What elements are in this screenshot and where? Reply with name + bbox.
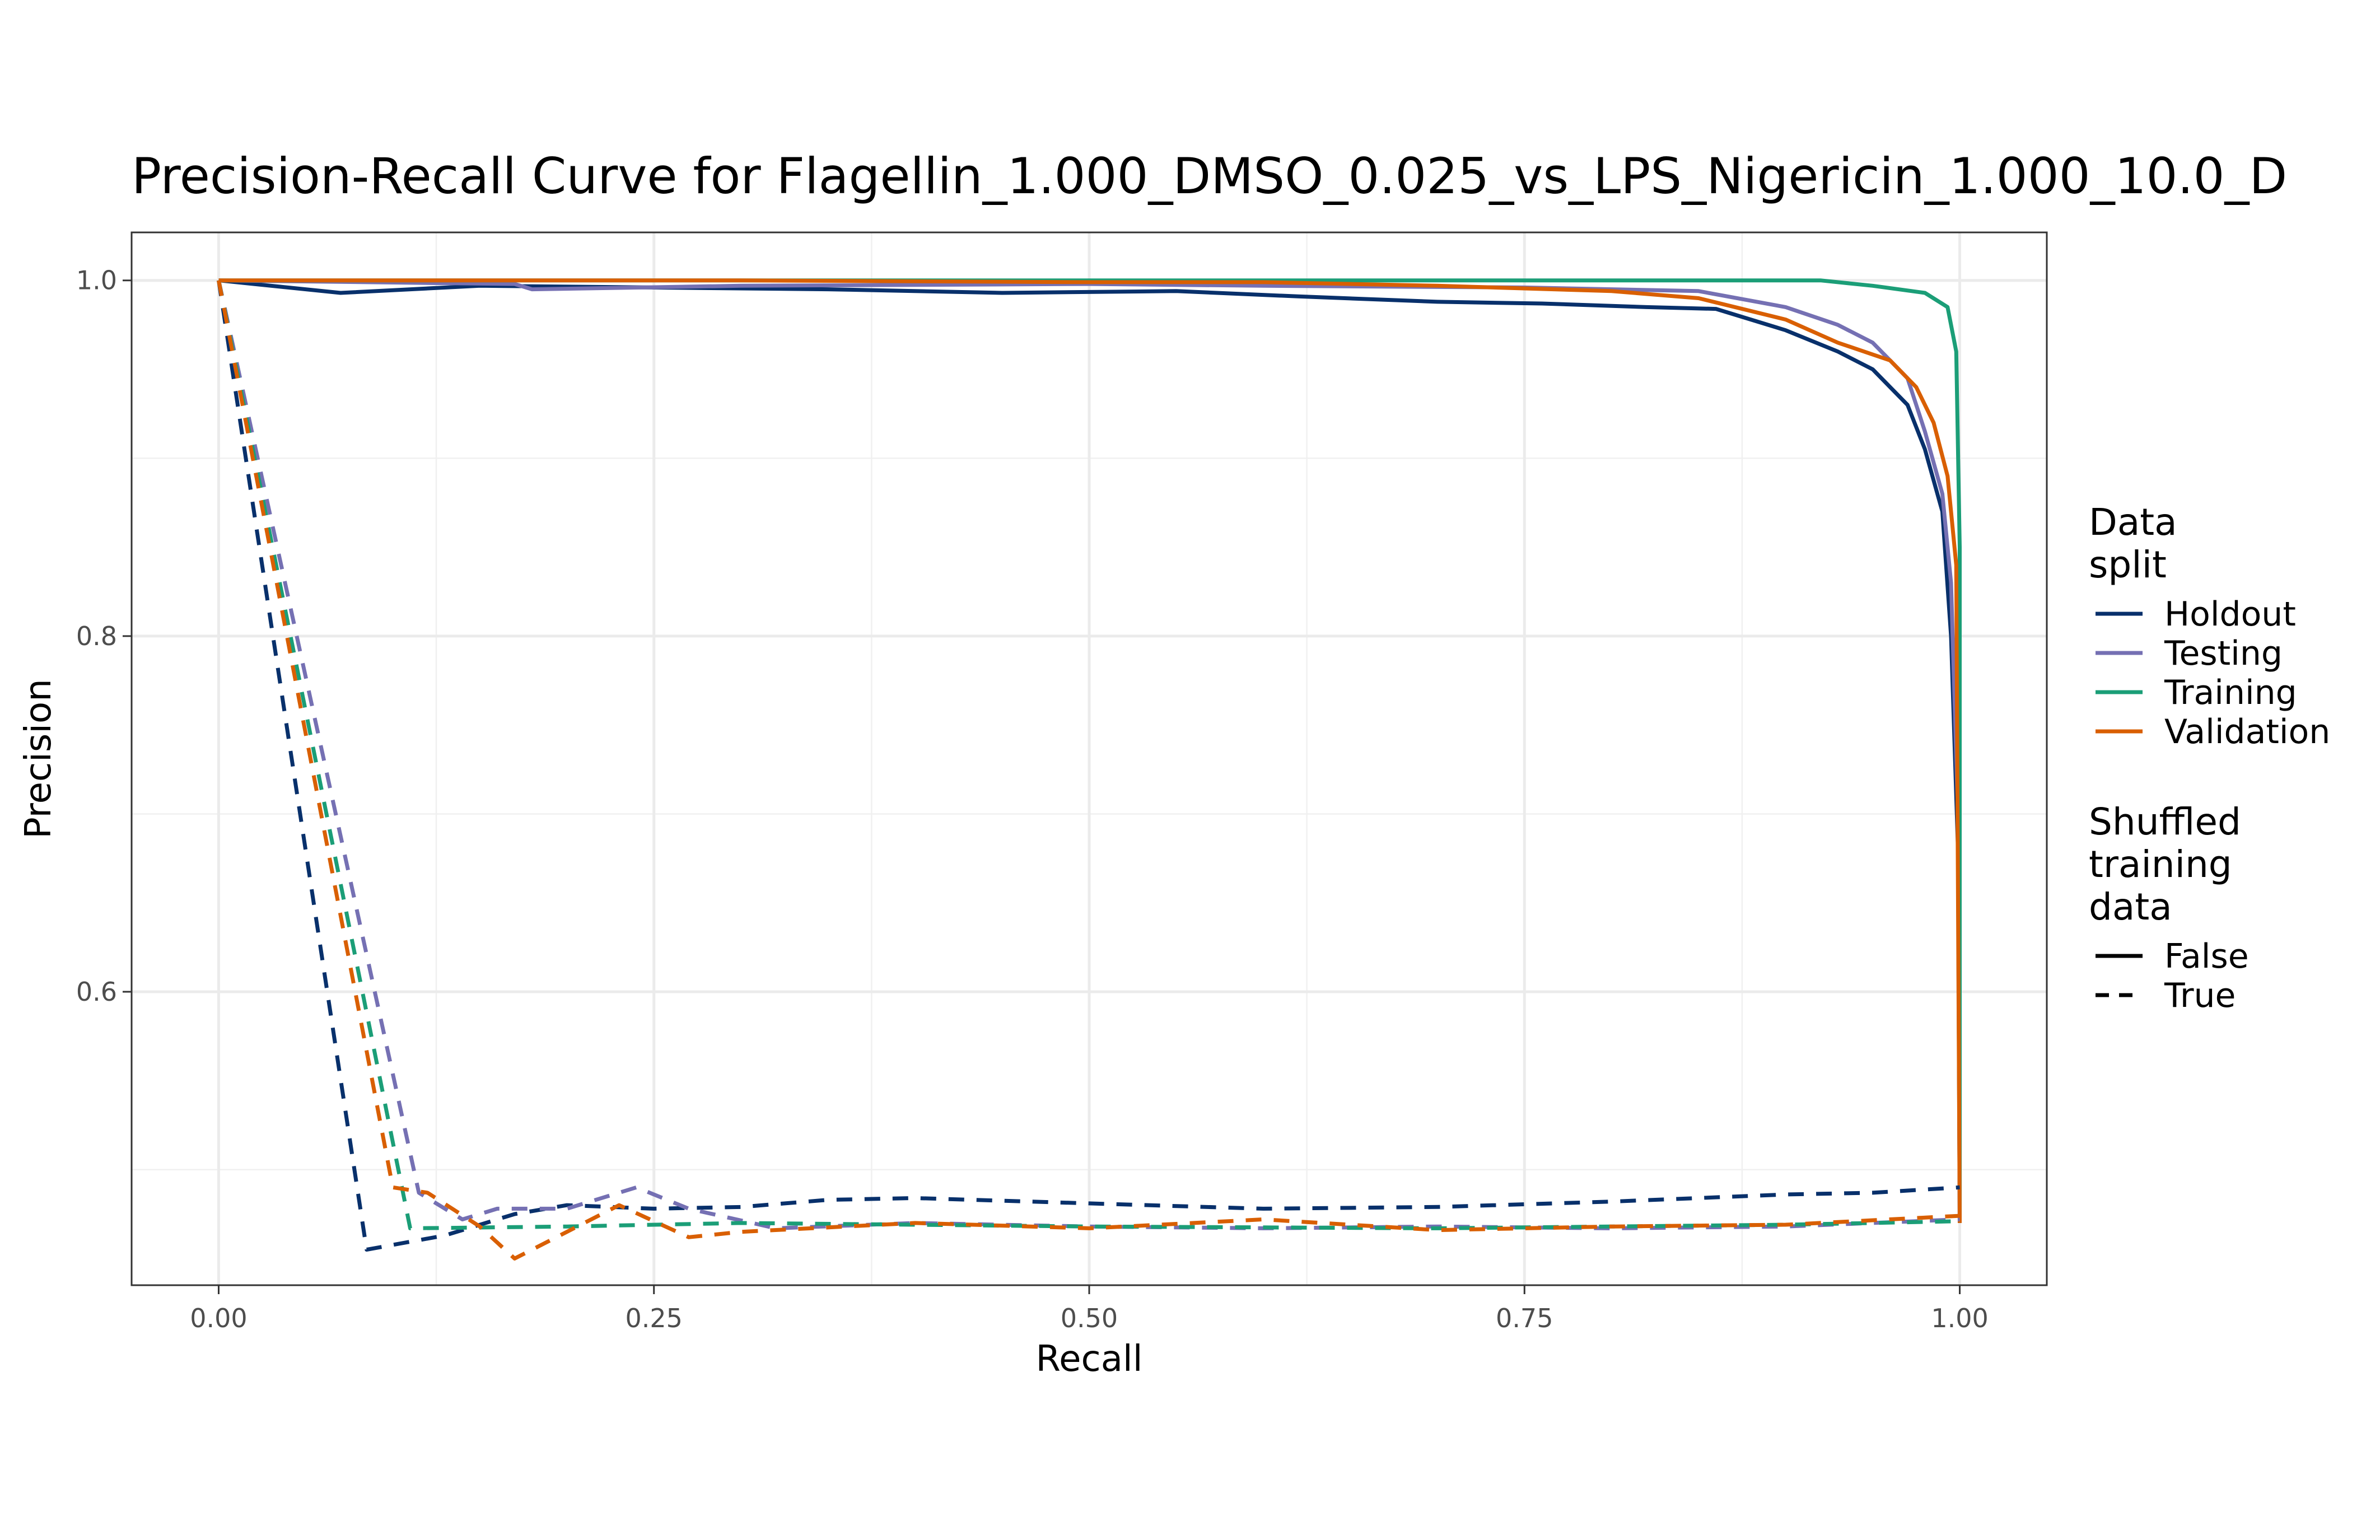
legend-label-holdout: Holdout [2164,595,2296,634]
legend-label-testing: Testing [2164,634,2283,673]
legend-label-training: Training [2164,673,2297,712]
series-line-validation-shuffled [217,280,1960,1261]
x-tick-label: 0.00 [190,1303,247,1333]
chart-title: Precision-Recall Curve for Flagellin_1.0… [132,147,2287,205]
series-line-testing [218,278,1962,1223]
y-tick-label: 1.0 [76,265,117,296]
series-layer [217,278,1962,1261]
legend-label-false: False [2164,937,2249,976]
legend: Data split HoldoutTestingTrainingValidatio… [2089,501,2330,1015]
legend-color-title: Data split [2089,501,2177,586]
x-tick-label: 0.75 [1496,1303,1553,1333]
series-line-training [218,278,1962,1223]
x-tick-label: 1.00 [1931,1303,1988,1333]
y-tick-label: 0.6 [76,977,117,1007]
x-tick-label: 0.50 [1061,1303,1118,1333]
axis-layer: 0.00 0.25 0.50 0.75 1.00 0.6 0.8 1.0 [76,265,1989,1333]
x-tick-label: 0.25 [626,1303,683,1333]
grid-layer [132,232,2047,1285]
y-axis-label: Precision [18,679,59,839]
legend-label-true: True [2164,976,2236,1015]
series-line-training-shuffled [217,280,1960,1230]
y-tick-label: 0.8 [76,621,117,651]
series-line-validation [218,278,1962,1223]
x-axis-label: Recall [1036,1338,1143,1380]
legend-linetype-title: Shuffled training data [2089,800,2241,928]
legend-label-validation: Validation [2164,712,2330,752]
